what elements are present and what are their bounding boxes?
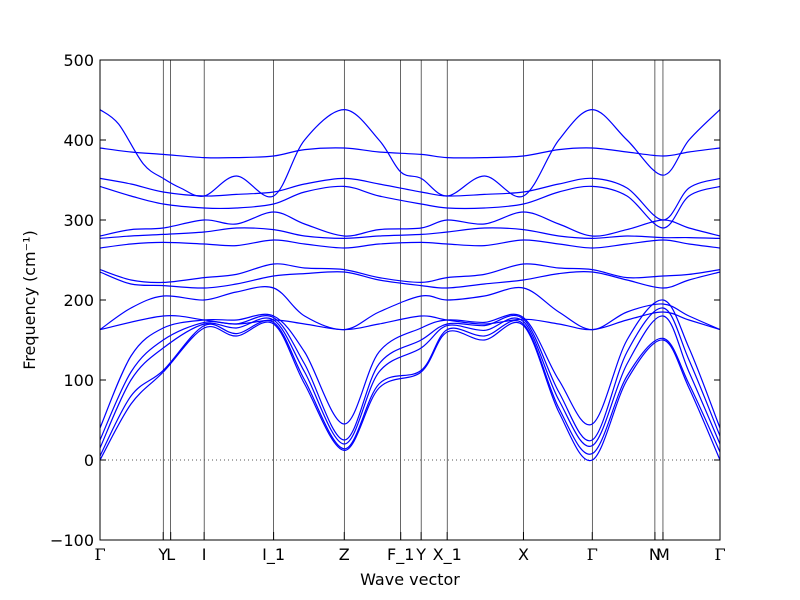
x-axis-title: Wave vector [360, 570, 460, 589]
ytick-label-100: 100 [63, 371, 94, 390]
xtick-label-5: Z [339, 545, 350, 564]
xtick-label-4: I_1 [262, 545, 285, 565]
xtick-label-9: X [518, 545, 529, 564]
xtick-label-0: Γ [94, 545, 105, 564]
x-tick-labels: Γ YL I I_1 Z F_1 Y X_1 X Γ NM Γ [94, 545, 725, 565]
band-2 [99, 320, 721, 457]
plot-background [100, 60, 720, 540]
band-6 [99, 311, 721, 331]
xtick-label-6: F_1 [387, 545, 414, 565]
xtick-label-13: Γ [714, 545, 725, 564]
xtick-label-3: I [202, 545, 207, 564]
ytick-label-200: 200 [63, 291, 94, 310]
phonon-bands [99, 108, 721, 462]
band-11 [99, 227, 721, 240]
band-4 [99, 307, 721, 442]
xtick-label-10: Γ [587, 545, 598, 564]
plot-frame [99, 59, 721, 541]
band-10 [99, 239, 721, 249]
band-3 [99, 315, 721, 449]
ytick-label-500: 500 [63, 51, 94, 70]
ytick-label-400: 400 [63, 131, 94, 150]
ytick-label--100: −100 [50, 531, 94, 550]
ytick-label-0: 0 [84, 451, 94, 470]
band-9 [99, 263, 721, 284]
band-16 [99, 108, 721, 198]
y-tick-labels: −100 0 100 200 300 400 500 [50, 51, 94, 550]
xtick-label-2: L [166, 545, 175, 564]
band-1 [99, 321, 721, 462]
ytick-label-300: 300 [63, 211, 94, 230]
band-8 [99, 271, 721, 289]
band-7 [99, 286, 721, 331]
xtick-label-1: Y [157, 545, 168, 564]
band-15 [99, 147, 721, 159]
xtick-label-12: M [656, 545, 670, 564]
xtick-label-8: X_1 [433, 545, 462, 565]
xtick-label-11: N [649, 545, 661, 564]
y-axis-title: Frequency (cm⁻¹) [20, 230, 39, 369]
xtick-label-7: Y [415, 545, 426, 564]
band-13 [99, 185, 721, 229]
band-12 [99, 211, 721, 237]
